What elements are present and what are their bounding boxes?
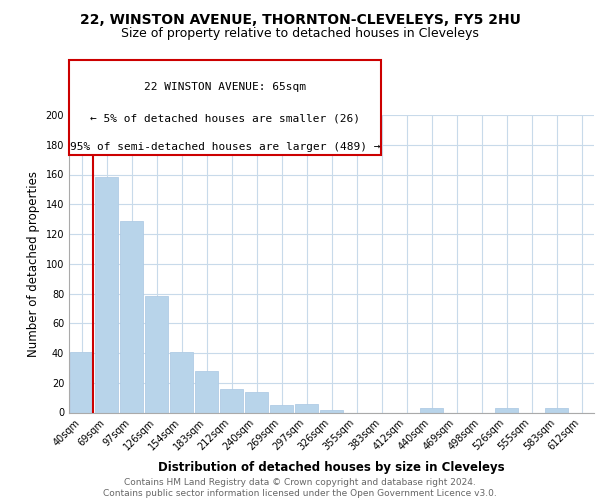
Bar (195, 371, 218, 412)
Text: ← 5% of detached houses are smaller (26): ← 5% of detached houses are smaller (26) (90, 114, 360, 124)
Bar (120, 220, 143, 412)
Bar (70, 352, 93, 412)
Text: Size of property relative to detached houses in Cleveleys: Size of property relative to detached ho… (121, 28, 479, 40)
Bar (220, 388, 243, 412)
Bar (170, 352, 193, 412)
Bar (270, 405, 293, 412)
Bar (420, 408, 443, 412)
X-axis label: Distribution of detached houses by size in Cleveleys: Distribution of detached houses by size … (158, 460, 505, 473)
Bar (95, 178, 118, 412)
Bar (245, 392, 268, 412)
Bar (495, 408, 518, 412)
Bar (545, 408, 568, 412)
Bar (295, 404, 318, 412)
Bar (320, 410, 343, 412)
Text: 22, WINSTON AVENUE, THORNTON-CLEVELEYS, FY5 2HU: 22, WINSTON AVENUE, THORNTON-CLEVELEYS, … (80, 12, 520, 26)
Text: 22 WINSTON AVENUE: 65sqm: 22 WINSTON AVENUE: 65sqm (144, 82, 306, 92)
Text: 95% of semi-detached houses are larger (489) →: 95% of semi-detached houses are larger (… (70, 142, 380, 152)
Y-axis label: Number of detached properties: Number of detached properties (27, 171, 40, 357)
Bar (145, 296, 168, 412)
Text: Contains HM Land Registry data © Crown copyright and database right 2024.
Contai: Contains HM Land Registry data © Crown c… (103, 478, 497, 498)
FancyBboxPatch shape (69, 60, 381, 155)
